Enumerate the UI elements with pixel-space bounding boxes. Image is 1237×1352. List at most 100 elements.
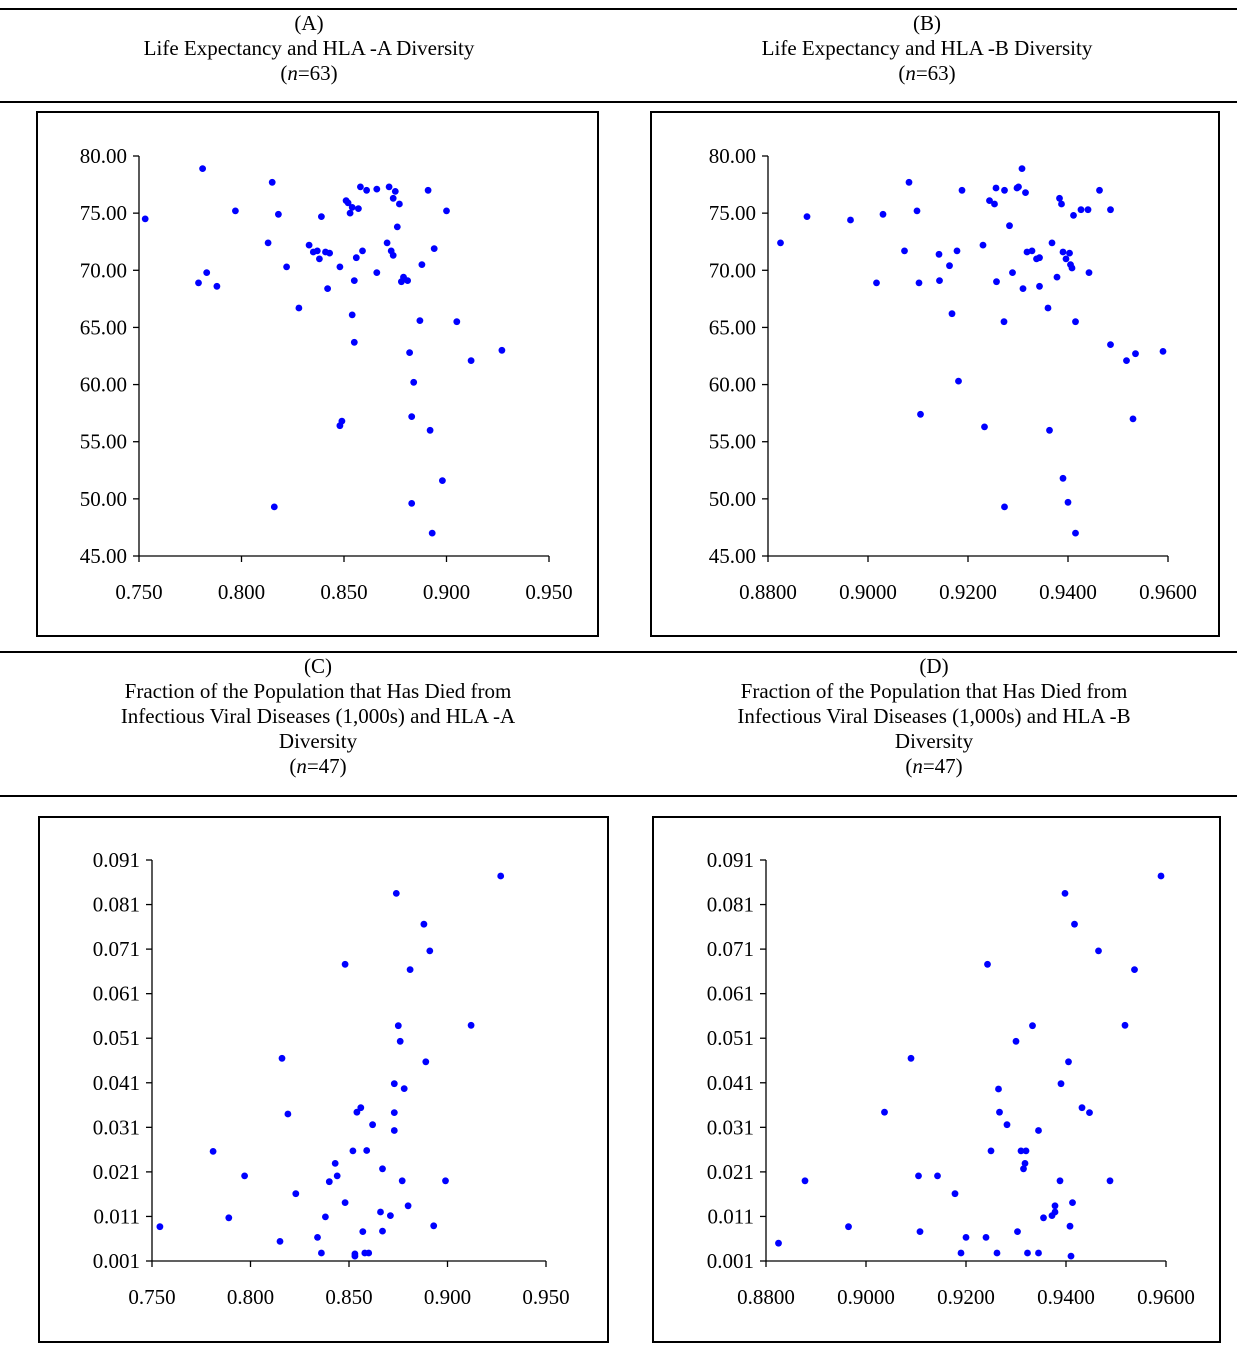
data-point: [348, 204, 356, 211]
data-point: [1022, 189, 1029, 197]
data-point: [453, 318, 461, 326]
data-point: [847, 216, 854, 224]
data-point: [357, 183, 364, 191]
data-point: [993, 278, 1000, 286]
data-point: [845, 1223, 852, 1231]
panel-title-line: Life Expectancy and HLA -B Diversity: [761, 36, 1093, 60]
x-tick-label: 0.800: [218, 580, 265, 604]
data-point: [467, 357, 475, 364]
data-point: [276, 1238, 284, 1245]
data-point: [1084, 206, 1092, 214]
data-point: [379, 1165, 386, 1173]
y-tick-label: 0.081: [93, 893, 140, 917]
data-point: [996, 1108, 1003, 1116]
data-point: [275, 210, 282, 218]
data-point: [283, 263, 290, 271]
sample-size: (n=63): [898, 61, 956, 85]
data-point: [428, 529, 436, 537]
data-point: [393, 223, 401, 231]
data-point: [1066, 1222, 1074, 1230]
data-point: [394, 1022, 402, 1030]
data-point: [400, 1085, 408, 1092]
y-tick-label: 70.00: [80, 258, 127, 282]
data-point: [1036, 282, 1043, 290]
data-point: [1058, 200, 1065, 208]
data-point: [396, 200, 403, 208]
data-point: [801, 1177, 809, 1185]
data-point: [1069, 1199, 1076, 1206]
data-point: [951, 1190, 959, 1198]
data-point: [1078, 1104, 1086, 1112]
data-point: [350, 277, 358, 284]
sample-size: (n=47): [289, 754, 347, 778]
data-point: [915, 1172, 922, 1180]
data-point: [284, 1110, 292, 1118]
x-tick-label: 0.9400: [1037, 1285, 1095, 1309]
data-point: [948, 310, 956, 318]
data-point: [936, 277, 943, 284]
data-point: [1001, 186, 1008, 194]
data-point: [396, 1037, 404, 1045]
data-point: [901, 247, 908, 255]
data-point: [1059, 474, 1067, 482]
rule-under-titles-bottom: [0, 795, 1237, 797]
data-point: [1021, 1160, 1029, 1167]
data-point: [907, 1054, 915, 1062]
data-point: [1001, 503, 1008, 511]
panel-letter: (D): [919, 654, 949, 678]
y-tick-label: 45.00: [80, 544, 127, 568]
x-tick-label: 0.850: [320, 580, 367, 604]
data-point: [322, 1213, 329, 1221]
data-point: [443, 207, 450, 215]
data-point: [313, 247, 321, 255]
y-tick-label: 75.00: [80, 201, 127, 225]
data-point: [326, 249, 333, 257]
panel-title-line: Diversity: [894, 729, 974, 753]
data-point: [962, 1234, 970, 1241]
chart-d: 0.001 0.011 0.021 0.031 0.041 0.051 0.061 0.071…: [707, 848, 1195, 1309]
x-tick-label: 0.950: [522, 1285, 569, 1309]
data-point: [203, 269, 211, 276]
data-point: [232, 207, 239, 215]
data-point: [408, 500, 416, 507]
y-tick-label: 60.00: [80, 373, 127, 397]
panel-c-title: (C) Fraction of the Population that Has …: [0, 654, 636, 779]
data-point: [1159, 348, 1167, 355]
data-point: [344, 199, 352, 207]
data-point: [357, 1104, 365, 1112]
y-tick-label: 0.041: [707, 1071, 754, 1095]
data-point: [389, 194, 397, 202]
rule-middle: [0, 651, 1237, 653]
y-tick-label: 60.00: [709, 373, 756, 397]
data-point: [442, 1177, 449, 1185]
data-point: [1056, 194, 1063, 202]
y-tick-label: 65.00: [80, 315, 127, 339]
y-tick-label: 50.00: [80, 487, 127, 511]
panel-letter: (A): [294, 11, 324, 35]
data-point: [955, 377, 962, 385]
sample-size: (n=63): [280, 61, 338, 85]
data-point: [420, 920, 428, 928]
data-point: [803, 213, 811, 221]
x-tick-label: 0.800: [227, 1285, 274, 1309]
y-tick-label: 0.071: [707, 937, 754, 961]
x-tick-label: 0.8800: [737, 1285, 795, 1309]
data-point: [406, 349, 413, 356]
y-tick-label: 0.001: [707, 1249, 754, 1273]
data-point: [1046, 426, 1053, 434]
data-point: [1017, 1147, 1025, 1155]
data-point: [946, 262, 953, 270]
y-tick-label: 0.031: [707, 1115, 754, 1139]
data-point: [1015, 183, 1022, 191]
y-tick-label: 55.00: [709, 430, 756, 454]
panel-title-line: Fraction of the Population that Has Died…: [124, 679, 512, 703]
x-tick-label: 0.9000: [837, 1285, 895, 1309]
data-point: [324, 285, 331, 292]
data-point: [292, 1190, 300, 1198]
data-point: [426, 426, 434, 434]
data-point: [1132, 350, 1139, 358]
data-point: [268, 178, 276, 186]
chart-b: 45.00 50.00 55.00 60.00 65.00 70.00 75.00 80.00…: [709, 144, 1197, 604]
data-point: [1096, 186, 1103, 194]
data-point: [905, 178, 913, 186]
